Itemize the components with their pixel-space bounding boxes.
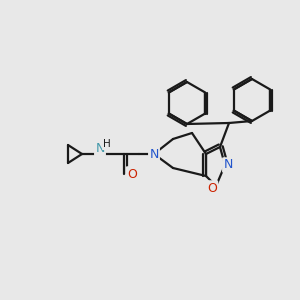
Text: O: O bbox=[207, 182, 217, 194]
Text: N: N bbox=[149, 148, 159, 160]
Text: H: H bbox=[103, 139, 111, 149]
Text: O: O bbox=[127, 167, 137, 181]
Text: N: N bbox=[223, 158, 233, 172]
Text: N: N bbox=[95, 142, 105, 155]
